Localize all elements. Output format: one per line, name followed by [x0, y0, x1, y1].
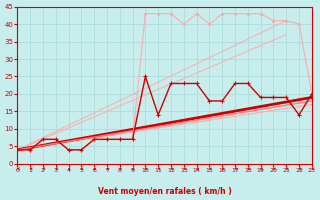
X-axis label: Vent moyen/en rafales ( km/h ): Vent moyen/en rafales ( km/h )	[98, 187, 231, 196]
